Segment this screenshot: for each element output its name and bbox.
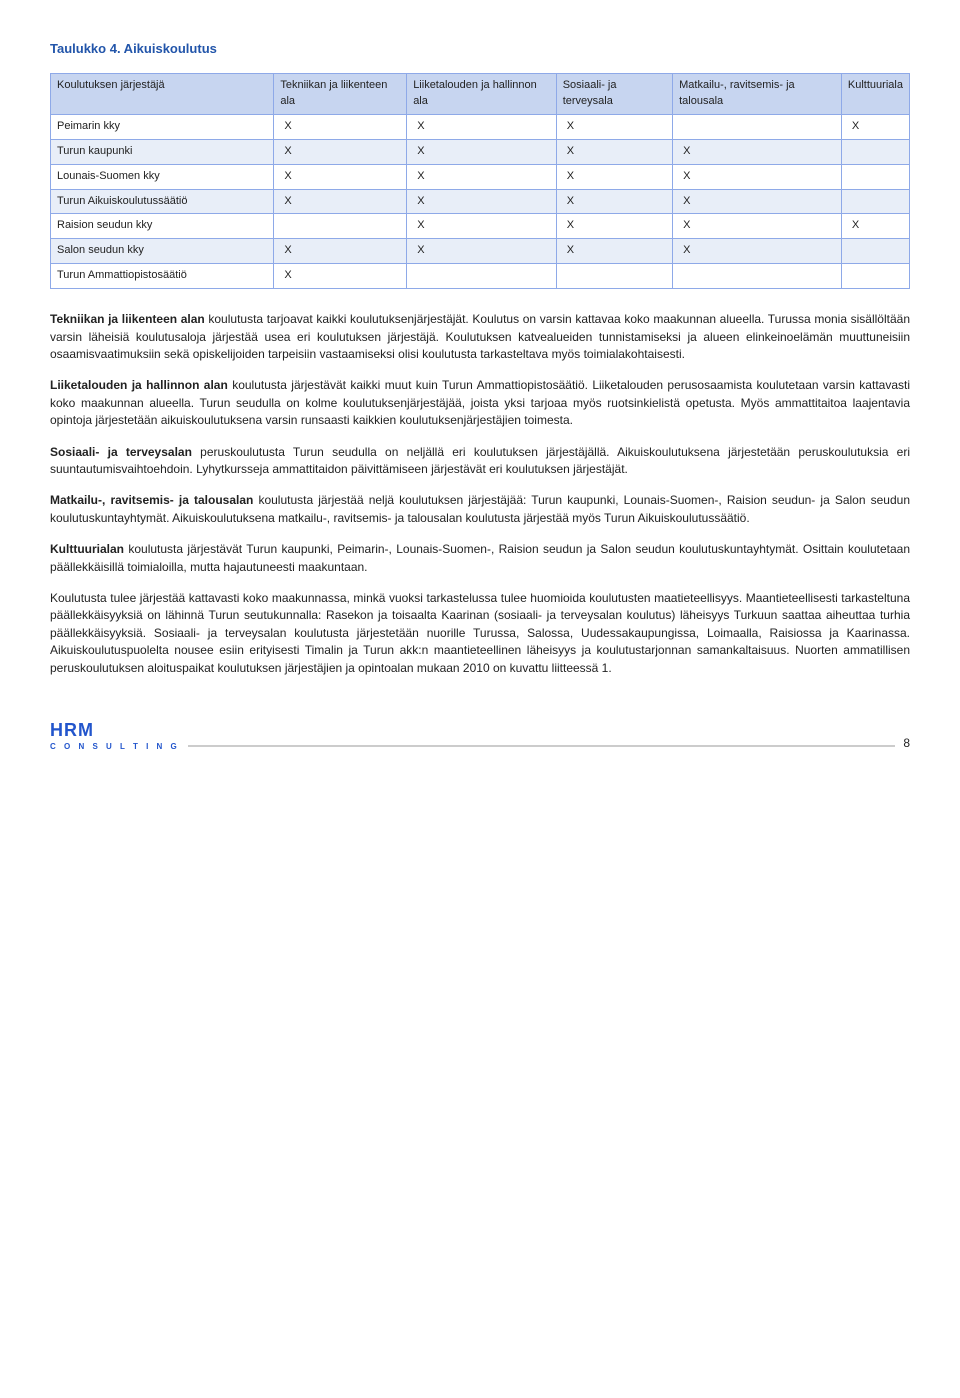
table-row: Raision seudun kkyXXXX <box>51 214 910 239</box>
footer-logo: HRM C O N S U L T I N G <box>50 717 180 753</box>
cell <box>841 139 909 164</box>
row-label: Turun Ammattiopistosäätiö <box>51 264 274 289</box>
page-number: 8 <box>903 735 910 752</box>
paragraph-text: koulutusta järjestävät Turun kaupunki, P… <box>50 542 910 573</box>
cell: X <box>407 164 557 189</box>
row-label: Lounais-Suomen kky <box>51 164 274 189</box>
cell: X <box>407 189 557 214</box>
table-row: Turun kaupunkiXXXX <box>51 139 910 164</box>
table-row: Peimarin kkyXXXX <box>51 114 910 139</box>
cell: X <box>274 189 407 214</box>
cell: X <box>673 164 842 189</box>
paragraph-text: Koulutusta tulee järjestää kattavasti ko… <box>50 591 910 675</box>
cell: X <box>673 214 842 239</box>
paragraph-lead: Sosiaali- ja terveysalan <box>50 445 192 459</box>
table-caption: Taulukko 4. Aikuiskoulutus <box>50 40 910 59</box>
cell: X <box>274 114 407 139</box>
cell <box>673 114 842 139</box>
cell: X <box>841 114 909 139</box>
cell: X <box>407 214 557 239</box>
paragraph-lead: Matkailu-, ravitsemis- ja talousalan <box>50 493 253 507</box>
row-label: Peimarin kky <box>51 114 274 139</box>
cell: X <box>556 239 672 264</box>
cell <box>407 264 557 289</box>
col-header-jarjestaja: Koulutuksen järjestäjä <box>51 73 274 114</box>
cell: X <box>556 114 672 139</box>
col-header: Sosiaali- ja terveysala <box>556 73 672 114</box>
aikuiskoulutus-table: Koulutuksen järjestäjäTekniikan ja liike… <box>50 73 910 289</box>
body-paragraph: Sosiaali- ja terveysalan peruskoulutusta… <box>50 444 910 479</box>
paragraph-lead: Tekniikan ja liikenteen alan <box>50 312 205 326</box>
paragraph-lead: Liiketalouden ja hallinnon alan <box>50 378 228 392</box>
table-row: Lounais-Suomen kkyXXXX <box>51 164 910 189</box>
cell: X <box>673 239 842 264</box>
body-paragraph: Tekniikan ja liikenteen alan koulutusta … <box>50 311 910 363</box>
col-header: Matkailu-, ravitsemis- ja talousala <box>673 73 842 114</box>
cell <box>274 214 407 239</box>
cell <box>841 164 909 189</box>
paragraph-lead: Kulttuurialan <box>50 542 124 556</box>
cell <box>841 189 909 214</box>
cell: X <box>274 139 407 164</box>
cell: X <box>841 214 909 239</box>
cell: X <box>556 139 672 164</box>
col-header: Kulttuuriala <box>841 73 909 114</box>
row-label: Raision seudun kky <box>51 214 274 239</box>
body-paragraph: Koulutusta tulee järjestää kattavasti ko… <box>50 590 910 677</box>
cell <box>556 264 672 289</box>
col-header: Tekniikan ja liikenteen ala <box>274 73 407 114</box>
table-row: Turun AikuiskoulutussäätiöXXXX <box>51 189 910 214</box>
body-paragraph: Liiketalouden ja hallinnon alan koulutus… <box>50 377 910 429</box>
cell: X <box>673 139 842 164</box>
cell: X <box>556 189 672 214</box>
col-header: Liiketalouden ja hallinnon ala <box>407 73 557 114</box>
cell: X <box>407 139 557 164</box>
cell: X <box>274 164 407 189</box>
row-label: Turun kaupunki <box>51 139 274 164</box>
body-paragraph: Kulttuurialan koulutusta järjestävät Tur… <box>50 541 910 576</box>
cell: X <box>407 239 557 264</box>
table-row: Salon seudun kkyXXXX <box>51 239 910 264</box>
cell: X <box>407 114 557 139</box>
cell: X <box>556 164 672 189</box>
cell: X <box>673 189 842 214</box>
cell <box>673 264 842 289</box>
cell: X <box>274 239 407 264</box>
page-footer: HRM C O N S U L T I N G 8 <box>50 717 910 753</box>
row-label: Turun Aikuiskoulutussäätiö <box>51 189 274 214</box>
row-label: Salon seudun kky <box>51 239 274 264</box>
table-row: Turun AmmattiopistosäätiöX <box>51 264 910 289</box>
cell: X <box>274 264 407 289</box>
cell <box>841 264 909 289</box>
cell: X <box>556 214 672 239</box>
cell <box>841 239 909 264</box>
body-paragraph: Matkailu-, ravitsemis- ja talousalan kou… <box>50 492 910 527</box>
